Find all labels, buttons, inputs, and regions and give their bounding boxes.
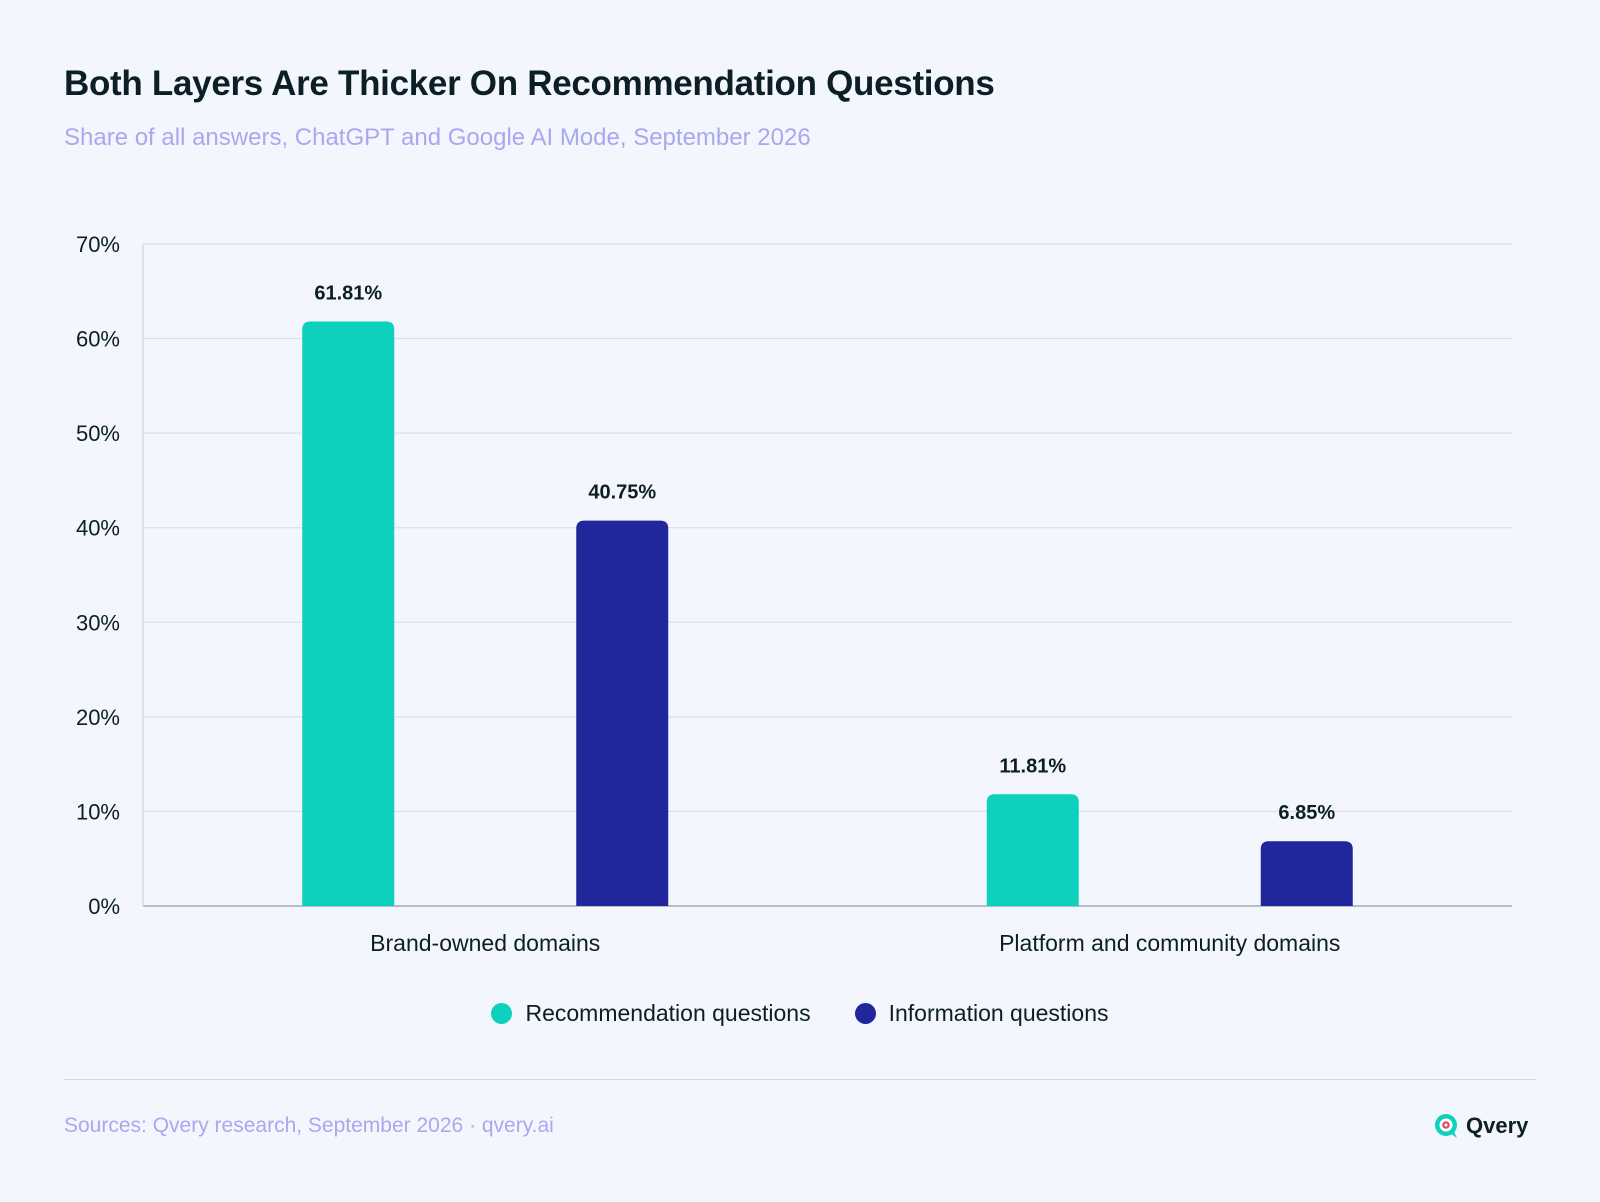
bar xyxy=(302,321,395,907)
sources-note: Sources: Qvery research, September 2026 … xyxy=(64,1114,554,1137)
data-label: 11.81% xyxy=(999,755,1066,777)
bar xyxy=(1260,841,1353,906)
chart-subtitle: Share of all answers, ChatGPT and Google… xyxy=(64,124,811,151)
y-tick-label: 30% xyxy=(76,610,120,635)
x-category-label: Brand-owned domains xyxy=(370,930,600,956)
y-tick-label: 50% xyxy=(76,421,120,446)
legend-swatch-information xyxy=(854,1003,876,1024)
y-tick-label: 0% xyxy=(88,894,120,919)
brand-name: Qvery xyxy=(1466,1113,1529,1138)
bar-chart: 0% 10% 20% 30% 40% 50% 60% 70% 61.81% 40.75% Brand… xyxy=(76,232,1512,956)
y-tick-label: 40% xyxy=(76,516,120,541)
bar xyxy=(576,520,669,906)
footer-divider xyxy=(64,1079,1536,1080)
brand: Qvery xyxy=(1433,1113,1528,1139)
data-label: 6.85% xyxy=(1278,802,1335,824)
data-label: 40.75% xyxy=(588,482,656,504)
y-tick-label: 70% xyxy=(76,232,120,257)
chart-title: Both Layers Are Thicker On Recommendatio… xyxy=(64,64,995,103)
legend-label-information: Information questions xyxy=(888,1000,1109,1026)
y-tick-label: 20% xyxy=(76,705,120,730)
legend-swatch-recommendation xyxy=(491,1003,513,1024)
legend-item-recommendation: Recommendation questions xyxy=(491,1000,811,1027)
qvery-logo-icon xyxy=(1435,1114,1457,1138)
legend-label-recommendation: Recommendation questions xyxy=(525,1000,811,1026)
x-category-label: Platform and community domains xyxy=(999,930,1340,956)
data-label: 61.81% xyxy=(314,282,382,304)
bar xyxy=(986,794,1079,906)
y-tick-label: 60% xyxy=(76,327,120,352)
y-tick-label: 10% xyxy=(76,799,120,824)
legend-item-information: Information questions xyxy=(854,1000,1109,1027)
chart-legend: Recommendation questions Information que… xyxy=(0,1000,1600,1027)
